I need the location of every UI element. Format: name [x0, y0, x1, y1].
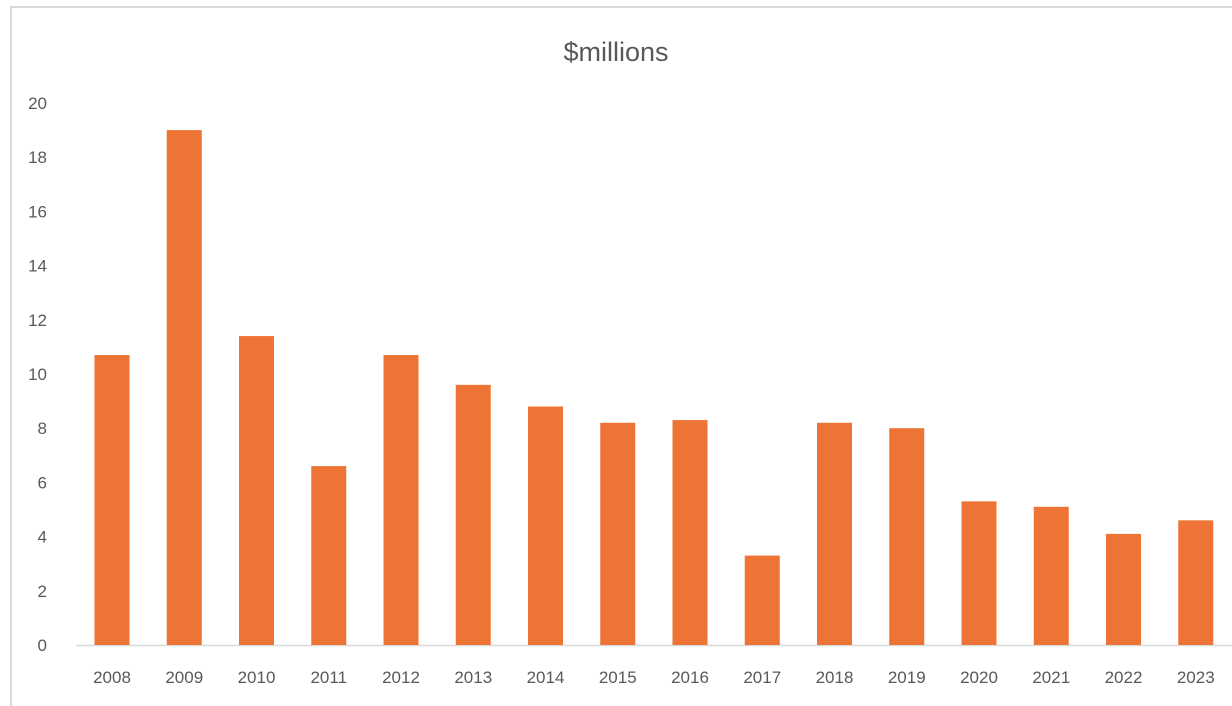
bar-2008 [94, 355, 130, 645]
chart-title: $millions [563, 37, 669, 67]
y-tick-label: 2 [38, 582, 47, 601]
bar-2017 [744, 555, 780, 645]
y-tick-label: 14 [28, 257, 47, 276]
x-tick-label: 2008 [93, 668, 131, 687]
bar-2010 [239, 336, 274, 645]
bar-2023 [1178, 520, 1214, 645]
x-axis-ticks: 2008 2009 2010 2011 2012 2013 2014 2015 2016 2017… [93, 668, 1215, 687]
x-tick-label: 2019 [888, 668, 926, 687]
x-tick-label: 2013 [454, 668, 492, 687]
bar-series [94, 130, 1214, 646]
bar-2014 [528, 406, 563, 645]
y-tick-label: 6 [38, 473, 47, 492]
x-tick-label: 2012 [382, 668, 420, 687]
x-tick-label: 2016 [671, 668, 709, 687]
y-axis-ticks: 0 2 4 6 8 10 12 14 16 18 20 [28, 94, 47, 655]
x-tick-label: 2011 [310, 668, 347, 687]
x-tick-label: 2009 [165, 668, 203, 687]
y-tick-label: 4 [38, 528, 47, 547]
y-tick-label: 20 [28, 94, 47, 113]
x-tick-label: 2014 [527, 668, 565, 687]
bar-2021 [1033, 506, 1069, 645]
x-tick-label: 2015 [599, 668, 637, 687]
x-tick-label: 2023 [1177, 668, 1215, 687]
bar-2018 [817, 422, 852, 645]
bar-2016 [672, 420, 708, 645]
y-tick-label: 18 [28, 148, 47, 167]
y-tick-label: 12 [28, 311, 47, 330]
bar-2019 [889, 428, 925, 645]
bar-2013 [455, 384, 491, 645]
y-tick-label: 10 [28, 365, 47, 384]
x-tick-label: 2021 [1032, 668, 1070, 687]
bar-2015 [600, 422, 636, 645]
y-tick-label: 8 [38, 419, 47, 438]
bar-2022 [1106, 533, 1141, 645]
bar-2020 [961, 501, 997, 645]
y-tick-label: 16 [28, 202, 47, 221]
x-tick-label: 2017 [743, 668, 781, 687]
y-tick-label: 0 [38, 636, 47, 655]
bar-2012 [383, 355, 419, 645]
x-tick-label: 2018 [816, 668, 854, 687]
x-tick-label: 2020 [960, 668, 998, 687]
x-tick-label: 2022 [1105, 668, 1143, 687]
bar-2009 [166, 130, 202, 646]
x-tick-label: 2010 [238, 668, 276, 687]
bar-2011 [311, 466, 347, 645]
